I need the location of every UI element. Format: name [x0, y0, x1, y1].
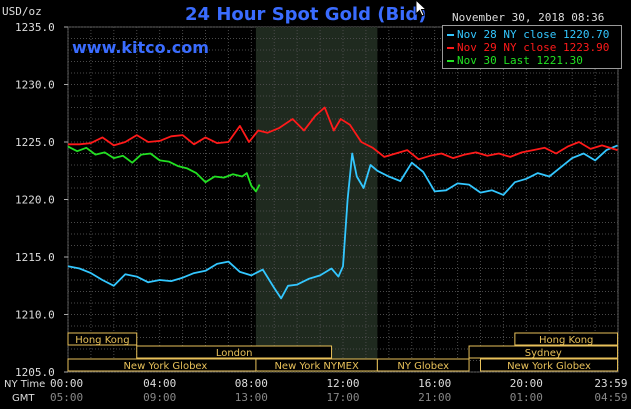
nymex-highlight-band: [255, 27, 378, 372]
legend-item-nov29: Nov 29 NY close 1223.90: [447, 41, 609, 54]
x-tick-label-ny: 16:00: [418, 377, 451, 390]
x-tick-label-ny: 08:00: [235, 377, 268, 390]
series-line-2: [67, 145, 261, 193]
session-box: [67, 332, 138, 346]
x-tick-label-ny: 00:00: [50, 377, 83, 390]
mouse-cursor-icon: [415, 0, 428, 17]
x-tick-label-gmt: 17:00: [326, 391, 359, 404]
legend-item-nov28: Nov 28 NY close 1220.70: [447, 28, 609, 41]
legend-swatch-nov29: [447, 47, 454, 49]
legend-label-nov28: Nov 28 NY close 1220.70: [457, 28, 610, 41]
chart-title: 24 Hour Spot Gold (Bid): [185, 4, 427, 25]
unit-label: USD/oz: [2, 5, 42, 18]
x-tick-label-gmt: 05:00: [50, 391, 83, 404]
session-box: [376, 358, 470, 372]
legend-label-nov29: Nov 29 NY close 1223.90: [457, 41, 610, 54]
x-tick-label-gmt: 13:00: [235, 391, 268, 404]
session-box: [480, 358, 619, 372]
session-box: [514, 332, 619, 346]
y-tick-label: 1235.0: [15, 21, 55, 34]
x-tick-label-ny: 04:00: [143, 377, 176, 390]
session-label: Hong Kong: [75, 335, 129, 346]
ny-time-label: NY Time: [4, 379, 45, 390]
y-tick-label: 1205.0: [15, 366, 55, 379]
x-tick-label-ny: 12:00: [326, 377, 359, 390]
x-tick-label-gmt: 01:00: [510, 391, 543, 404]
x-tick-label-ny: 23:59: [594, 377, 627, 390]
legend-swatch-nov28: [447, 34, 454, 36]
session-label: Sydney: [525, 348, 562, 359]
y-tick-label: 1210.0: [15, 309, 55, 322]
session-label: New York Globex: [123, 361, 207, 372]
session-label: Hong Kong: [539, 335, 593, 346]
y-tick-label: 1215.0: [15, 251, 55, 264]
x-tick-label-gmt: 21:00: [418, 391, 451, 404]
gmt-label: GMT: [12, 393, 35, 404]
site-url[interactable]: www.kitco.com: [72, 38, 209, 57]
legend: Nov 28 NY close 1220.70 Nov 29 NY close …: [442, 25, 622, 69]
series-line-1: [68, 106, 618, 161]
session-label: London: [216, 348, 253, 359]
y-tick-label: 1225.0: [15, 136, 55, 149]
timestamp: November 30, 2018 08:36: [452, 11, 605, 24]
session-label: NY Globex: [397, 361, 449, 372]
legend-swatch-nov30: [447, 60, 454, 62]
session-box: [136, 345, 333, 359]
x-tick-label-ny: 20:00: [510, 377, 543, 390]
series-line-0: [67, 144, 618, 300]
session-box: [468, 345, 619, 359]
session-label: New York NYMEX: [274, 361, 359, 372]
y-tick-label: 1220.0: [15, 194, 55, 207]
legend-label-nov30: Nov 30 Last 1221.30: [457, 54, 583, 67]
session-label: New York Globex: [507, 361, 591, 372]
x-tick-label-gmt: 04:59: [594, 391, 627, 404]
legend-item-nov30: Nov 30 Last 1221.30: [447, 54, 583, 67]
y-tick-label: 1230.0: [15, 79, 55, 92]
x-tick-label-gmt: 09:00: [143, 391, 176, 404]
